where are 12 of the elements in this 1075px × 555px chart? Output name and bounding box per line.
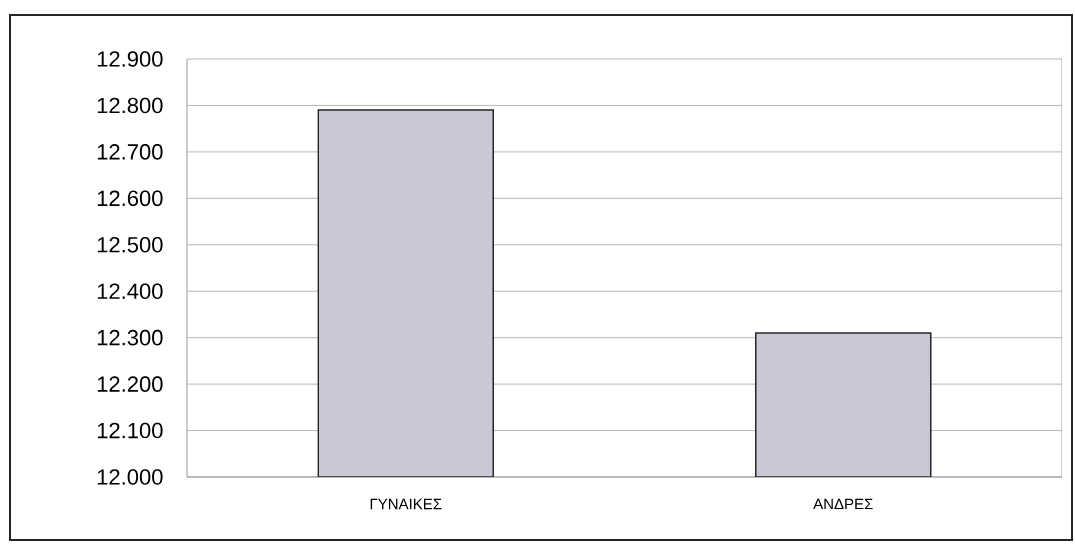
x-tick-label: ΓΥΝΑΙΚΕΣ <box>370 498 442 510</box>
y-tick-label: 12.700 <box>97 144 163 160</box>
y-tick-label: 12.000 <box>97 469 163 485</box>
y-tick-label: 12.500 <box>97 236 163 253</box>
y-tick-label: 12.100 <box>97 422 163 439</box>
y-tick-label: 12.900 <box>97 51 163 67</box>
y-tick-label: 12.400 <box>97 283 163 300</box>
x-tick-label: ΑΝΔΡΕΣ <box>813 498 873 510</box>
y-tick-label: 12.800 <box>97 97 163 114</box>
y-tick-label: 12.300 <box>97 329 163 346</box>
y-tick-label: 12.200 <box>97 376 163 392</box>
y-tick-label: 12.600 <box>97 190 163 207</box>
